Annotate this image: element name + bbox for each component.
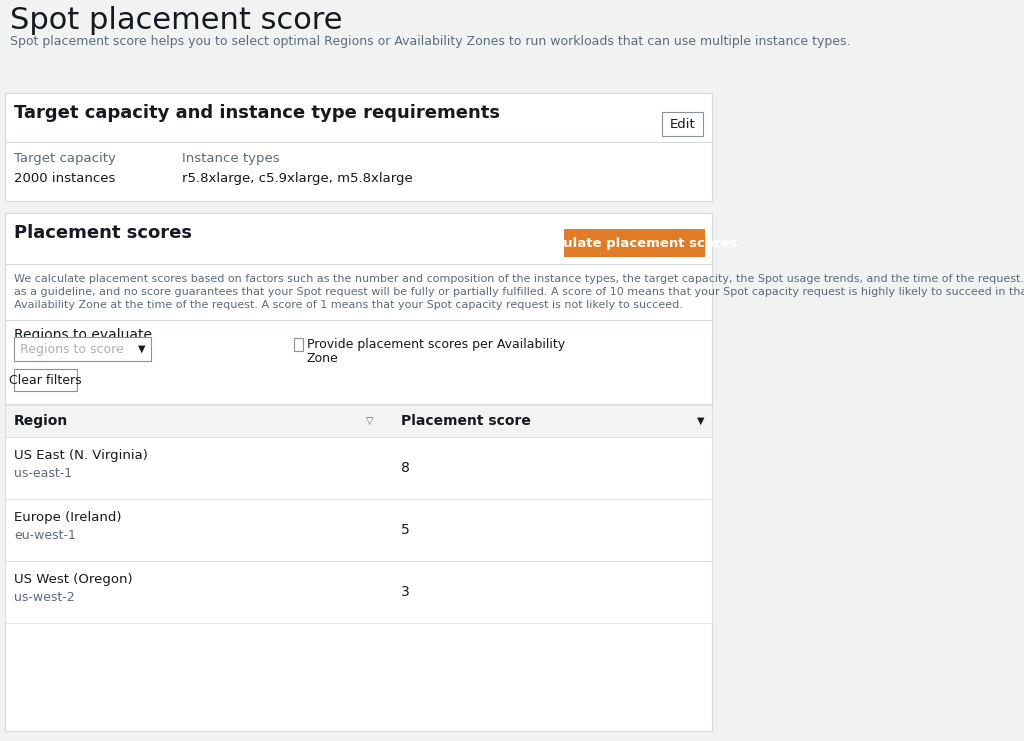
Text: 2000 instances: 2000 instances (14, 172, 116, 185)
Text: ▼: ▼ (696, 416, 705, 426)
Bar (14, 337, 151, 361)
Text: as a guideline, and no score guarantees that your Spot request will be fully or : as a guideline, and no score guarantees … (14, 287, 1024, 297)
Text: ▽: ▽ (367, 416, 374, 426)
Text: 5: 5 (401, 523, 411, 537)
Text: Zone: Zone (307, 352, 339, 365)
Text: Target capacity and instance type requirements: Target capacity and instance type requir… (14, 104, 500, 122)
Bar (5, 93, 713, 201)
Text: Europe (Ireland): Europe (Ireland) (14, 511, 122, 524)
Text: We calculate placement scores based on factors such as the number and compositio: We calculate placement scores based on f… (14, 274, 1024, 284)
Text: eu-west-1: eu-west-1 (14, 529, 76, 542)
Text: Region: Region (14, 414, 69, 428)
Text: r5.8xlarge, c5.9xlarge, m5.8xlarge: r5.8xlarge, c5.9xlarge, m5.8xlarge (182, 172, 413, 185)
Bar (5, 437, 713, 499)
Text: Placement scores: Placement scores (14, 224, 193, 242)
Text: ▼: ▼ (138, 344, 146, 354)
Text: Spot placement score: Spot placement score (10, 6, 342, 35)
Text: us-west-2: us-west-2 (14, 591, 75, 604)
Text: Instance types: Instance types (182, 152, 280, 165)
Text: Placement score: Placement score (401, 414, 531, 428)
Bar (294, 338, 303, 351)
Text: Provide placement scores per Availability: Provide placement scores per Availabilit… (307, 338, 565, 351)
Text: Edit: Edit (670, 118, 695, 130)
Text: Spot placement score helps you to select optimal Regions or Availability Zones t: Spot placement score helps you to select… (10, 35, 850, 48)
Text: 8: 8 (401, 461, 411, 475)
Text: Clear filters: Clear filters (9, 373, 82, 387)
Bar (5, 499, 713, 561)
Bar (564, 229, 706, 257)
Text: US East (N. Virginia): US East (N. Virginia) (14, 449, 147, 462)
Text: Availability Zone at the time of the request. A score of 1 means that your Spot : Availability Zone at the time of the req… (14, 300, 683, 310)
Text: Target capacity: Target capacity (14, 152, 116, 165)
Bar (5, 213, 713, 731)
Text: US West (Oregon): US West (Oregon) (14, 573, 133, 586)
Bar (14, 369, 77, 391)
Bar (5, 142, 713, 143)
Bar (5, 561, 713, 623)
Text: us-east-1: us-east-1 (14, 467, 72, 480)
Text: Regions to evaluate: Regions to evaluate (14, 328, 152, 342)
Bar (662, 112, 702, 136)
Text: Calculate placement scores: Calculate placement scores (531, 236, 737, 250)
Text: Regions to score: Regions to score (19, 342, 123, 356)
Bar (5, 405, 713, 437)
Text: 3: 3 (401, 585, 411, 599)
